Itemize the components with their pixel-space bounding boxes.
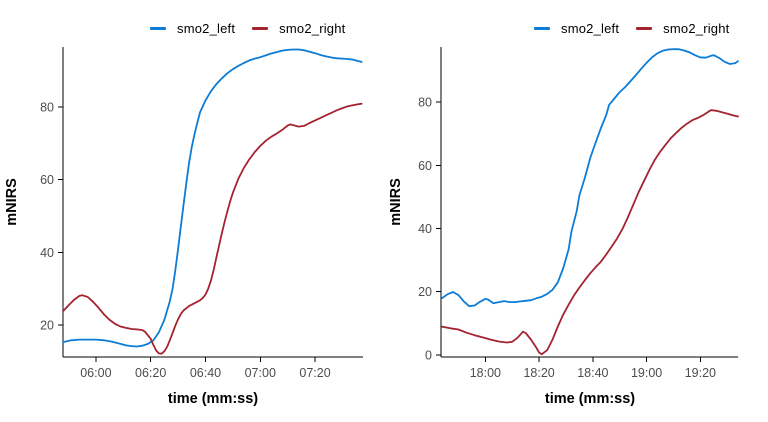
series-line-smo2_left <box>62 48 363 348</box>
y-tick-label: 20 <box>40 319 54 333</box>
x-axis-title: time (mm:ss) <box>168 391 258 407</box>
left-chart-plot-area: 20 40 60 80 06:00 06:20 06:40 07:00 07:20 <box>40 47 363 380</box>
left-chart: smo2_left smo2_right 20 40 60 80 06:00 06:20 0… <box>4 21 363 407</box>
legend-key-smo2-left-icon <box>150 27 166 30</box>
y-tick-label: 0 <box>425 348 432 362</box>
y-tick-label: 80 <box>418 96 432 110</box>
y-tick-label: 20 <box>418 285 432 299</box>
series-line-smo2_right <box>62 102 363 355</box>
right-chart-plot-area: 0 20 40 60 80 18:00 18:20 18:40 19:00 19:20 <box>418 47 739 380</box>
y-tick-label: 60 <box>418 159 432 173</box>
y-tick-label: 60 <box>40 173 54 187</box>
x-tick-label: 06:20 <box>135 366 166 380</box>
legend-key-smo2-left-icon <box>534 27 550 30</box>
x-tick-label: 18:00 <box>470 366 501 380</box>
x-tick-label: 18:40 <box>577 366 608 380</box>
y-tick-label: 40 <box>418 222 432 236</box>
left-chart-svg: 20 40 60 80 06:00 06:20 06:40 07:00 07:20 time (… <box>4 47 363 407</box>
y-axis-title: mNIRS <box>4 178 20 226</box>
legend-key-smo2-right-icon <box>636 27 653 30</box>
legend-label-smo2-right: smo2_right <box>663 21 730 36</box>
x-tick-label: 06:40 <box>190 366 221 380</box>
x-tick-label: 18:20 <box>523 366 554 380</box>
x-tick-label: 07:20 <box>299 366 330 380</box>
x-tick-label: 19:20 <box>685 366 716 380</box>
x-tick-label: 07:00 <box>245 366 276 380</box>
series-line-smo2_right <box>441 109 739 356</box>
x-tick-label: 06:00 <box>80 366 111 380</box>
legend-right-chart: smo2_left smo2_right <box>534 21 746 36</box>
legend-left-chart: smo2_left smo2_right <box>150 21 362 36</box>
y-tick-label: 80 <box>40 100 54 114</box>
x-tick-label: 19:00 <box>631 366 662 380</box>
legend-key-smo2-right-icon <box>252 27 269 30</box>
legend-label-smo2-left: smo2_left <box>561 21 620 36</box>
x-axis-title: time (mm:ss) <box>545 391 635 407</box>
right-chart: smo2_left smo2_right 0 20 40 60 80 18:00 18:20… <box>384 0 768 422</box>
series-line-smo2_left <box>441 48 739 308</box>
right-chart-svg: 0 20 40 60 80 18:00 18:20 18:40 19:00 19:20 time … <box>388 47 739 407</box>
y-tick-label: 40 <box>40 246 54 260</box>
legend-label-smo2-left: smo2_left <box>177 21 236 36</box>
legend-label-smo2-right: smo2_right <box>279 21 346 36</box>
y-axis-title: mNIRS <box>388 178 404 226</box>
